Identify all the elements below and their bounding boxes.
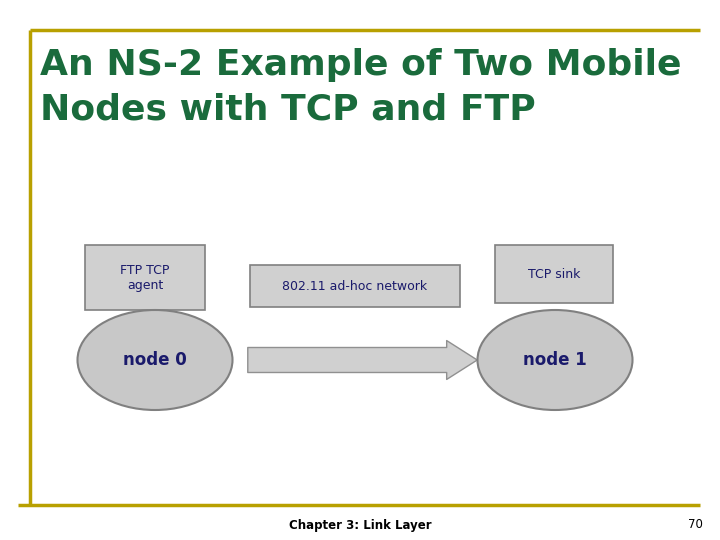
Text: node 1: node 1 [523,351,587,369]
Text: Nodes with TCP and FTP: Nodes with TCP and FTP [40,92,536,126]
Ellipse shape [477,310,632,410]
FancyArrowPatch shape [248,341,477,380]
FancyBboxPatch shape [495,245,613,303]
Text: 70: 70 [688,518,703,531]
Ellipse shape [78,310,233,410]
Text: 802.11 ad-hoc network: 802.11 ad-hoc network [282,280,428,293]
Text: An NS-2 Example of Two Mobile: An NS-2 Example of Two Mobile [40,48,682,82]
Text: node 0: node 0 [123,351,187,369]
FancyBboxPatch shape [250,265,460,307]
Text: TCP sink: TCP sink [528,267,580,280]
FancyBboxPatch shape [85,245,205,310]
Text: Chapter 3: Link Layer: Chapter 3: Link Layer [289,518,431,531]
Text: FTP TCP
agent: FTP TCP agent [120,264,170,292]
